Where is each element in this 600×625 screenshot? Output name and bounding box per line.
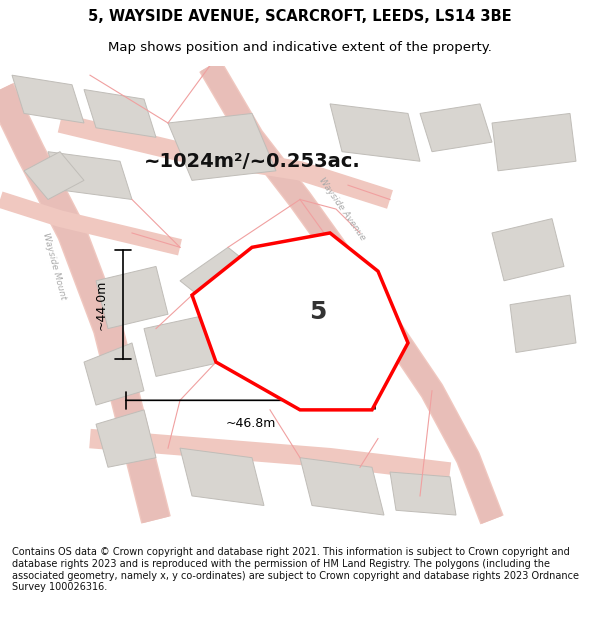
Text: Contains OS data © Crown copyright and database right 2021. This information is : Contains OS data © Crown copyright and d… <box>12 548 579 592</box>
Polygon shape <box>144 314 222 376</box>
Text: Wayside Mount: Wayside Mount <box>41 232 67 301</box>
Polygon shape <box>96 410 156 468</box>
Polygon shape <box>168 114 276 181</box>
Text: ~1024m²/~0.253ac.: ~1024m²/~0.253ac. <box>143 152 361 171</box>
Polygon shape <box>84 89 156 138</box>
Polygon shape <box>48 152 132 199</box>
Polygon shape <box>420 104 492 152</box>
Polygon shape <box>300 458 384 515</box>
Text: 5, WAYSIDE AVENUE, SCARCROFT, LEEDS, LS14 3BE: 5, WAYSIDE AVENUE, SCARCROFT, LEEDS, LS1… <box>88 9 512 24</box>
Polygon shape <box>510 295 576 352</box>
Polygon shape <box>192 233 408 410</box>
Text: ~46.8m: ~46.8m <box>226 417 275 430</box>
Text: ~44.0m: ~44.0m <box>95 279 108 330</box>
Polygon shape <box>330 104 420 161</box>
Polygon shape <box>180 248 264 309</box>
Polygon shape <box>180 448 264 506</box>
Text: Wayside Avenue: Wayside Avenue <box>317 176 367 242</box>
Polygon shape <box>84 343 144 405</box>
Polygon shape <box>492 114 576 171</box>
Polygon shape <box>492 219 564 281</box>
Polygon shape <box>12 75 84 123</box>
Text: 5: 5 <box>310 300 326 324</box>
Polygon shape <box>96 266 168 329</box>
Polygon shape <box>24 152 84 199</box>
Polygon shape <box>390 472 456 515</box>
Text: Map shows position and indicative extent of the property.: Map shows position and indicative extent… <box>108 41 492 54</box>
